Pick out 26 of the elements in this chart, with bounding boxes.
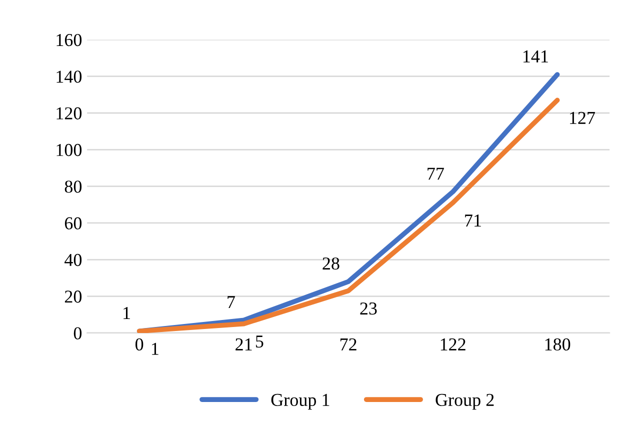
x-tick-label: 72 <box>340 338 356 350</box>
y-tick-label: 60 <box>64 217 82 230</box>
x-tick-label: 122 <box>440 338 466 350</box>
data-label: 1 <box>124 307 130 319</box>
y-tick-label: 120 <box>56 107 82 120</box>
legend-label: Group 1 <box>271 394 330 410</box>
y-tick-label: 20 <box>64 290 82 303</box>
data-label: 71 <box>465 214 481 226</box>
y-tick-label: 80 <box>64 180 82 193</box>
x-tick-label: 0 <box>136 338 144 351</box>
y-tick-label: 100 <box>56 144 82 156</box>
data-label: 141 <box>523 50 548 62</box>
y-tick-label: 0 <box>74 327 82 340</box>
data-label: 28 <box>322 257 340 270</box>
y-tick-label: 140 <box>56 70 82 83</box>
data-label: 23 <box>360 302 377 315</box>
data-label: 127 <box>570 112 595 124</box>
y-tick-label: 160 <box>56 34 82 46</box>
x-tick-label: 21 <box>236 338 252 350</box>
data-label: 5 <box>256 336 264 348</box>
y-tick-label: 40 <box>64 254 82 266</box>
data-label: 77 <box>428 168 444 180</box>
x-tick-label: 180 <box>545 338 570 351</box>
data-label: 1 <box>152 342 158 355</box>
data-label: 7 <box>228 296 235 308</box>
legend-label: Group 2 <box>436 394 494 410</box>
